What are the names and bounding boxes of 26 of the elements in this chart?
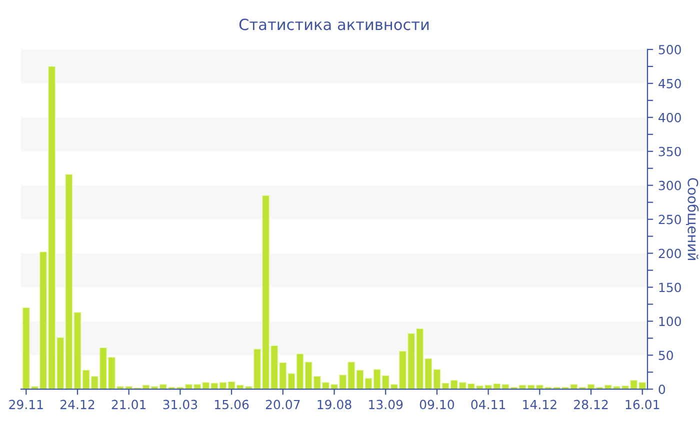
y-tick-label: 300	[658, 180, 681, 190]
y-tick-label: 250	[658, 214, 681, 224]
y-tick-label: 400	[658, 112, 681, 122]
x-tick-label: 31.03	[163, 400, 198, 410]
x-tick-label: 09.10	[420, 400, 454, 410]
x-tick-label: 28.12	[574, 400, 608, 410]
x-tick-label: 20.07	[266, 400, 300, 410]
y-tick-label: 500	[658, 44, 681, 54]
y-tick-label: 350	[658, 146, 681, 156]
y-tick-label: 200	[658, 248, 681, 258]
x-tick-label: 14.12	[523, 400, 556, 410]
x-tick-label: 04.11	[471, 400, 506, 410]
x-tick-label: 13.09	[369, 400, 403, 410]
x-tick-label: 21.01	[112, 400, 146, 410]
y-tick-label: 150	[659, 282, 681, 292]
x-tick-label: 16.01	[626, 400, 660, 410]
y-tick-label: 100	[659, 316, 681, 326]
y-axis-title: Сообщений	[686, 178, 699, 260]
x-tick-label: 19.08	[318, 400, 352, 410]
y-tick-label: 450	[658, 78, 681, 88]
x-tick-label: 15.06	[215, 400, 249, 410]
y-tick-label: 0	[658, 384, 666, 394]
x-tick-label: 24.12	[60, 400, 94, 410]
chart-title: Статистика активности	[239, 18, 429, 30]
y-tick-label: 50	[658, 350, 673, 360]
x-tick-label: 29.11	[9, 400, 43, 410]
